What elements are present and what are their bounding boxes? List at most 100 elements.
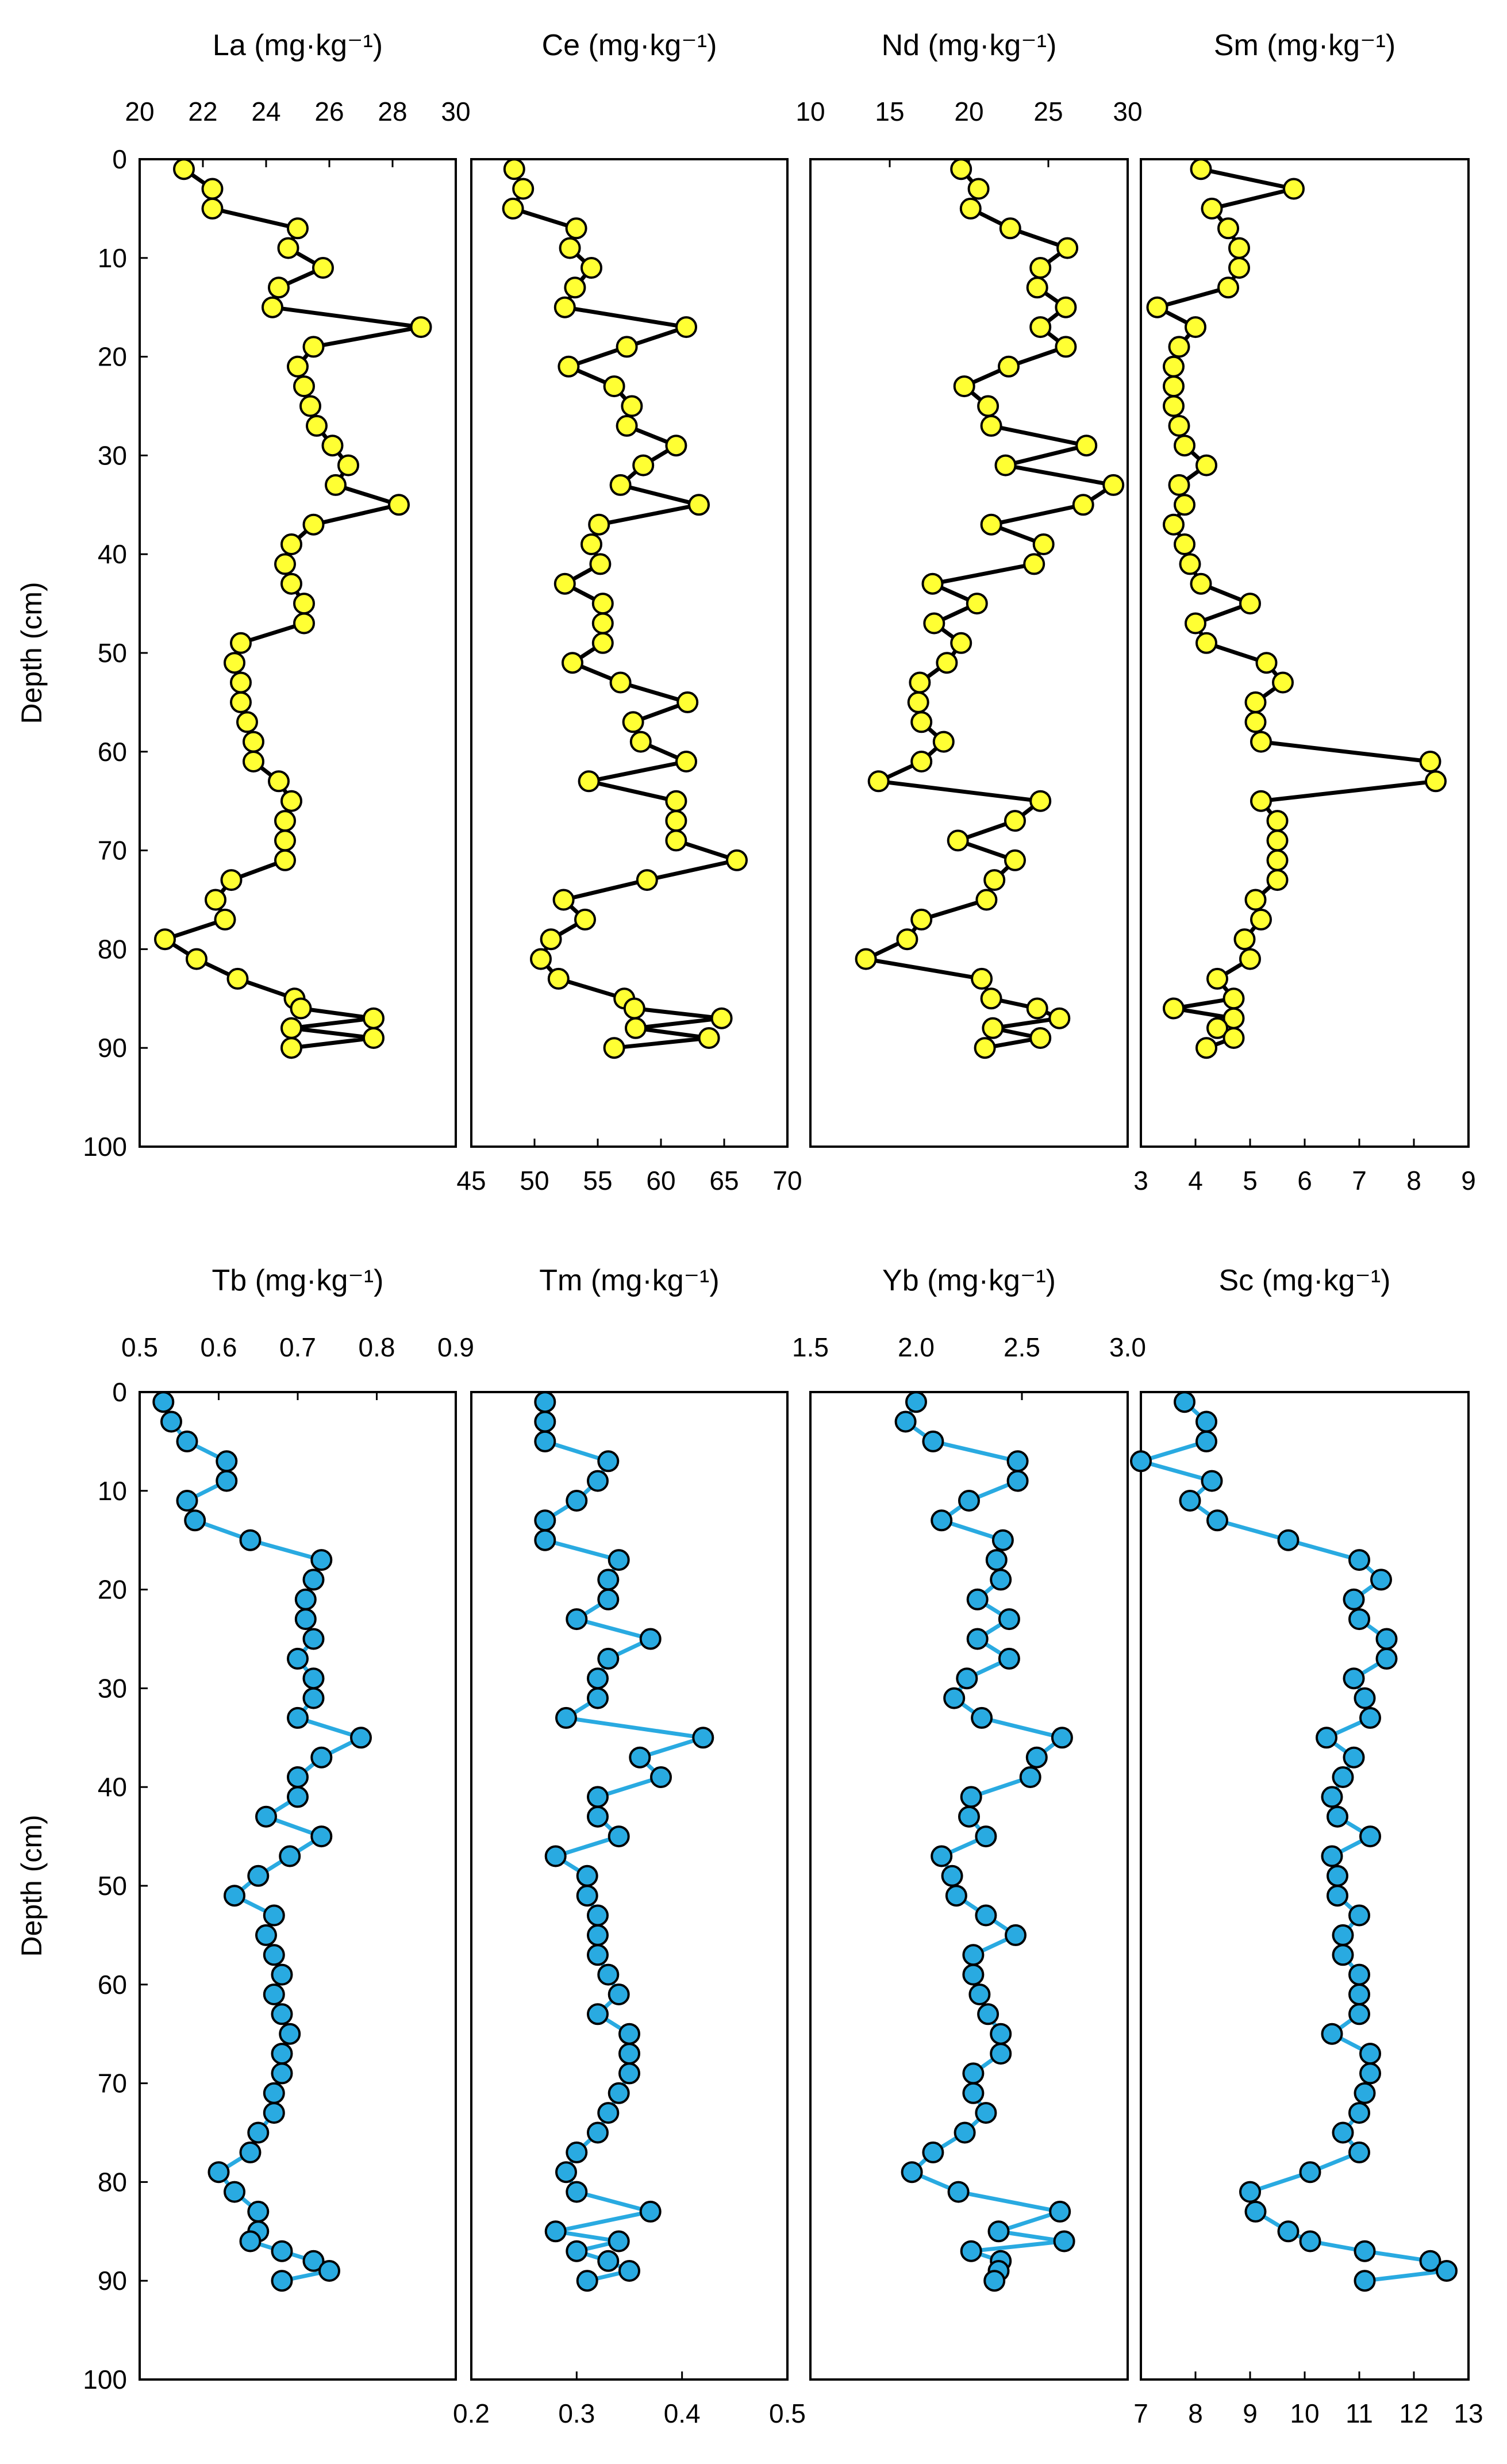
data-point	[1163, 375, 1185, 398]
data-point	[588, 513, 610, 536]
data-point	[977, 2003, 999, 2025]
y-tick-label: 60	[98, 737, 127, 767]
data-point	[247, 2200, 270, 2223]
data-point	[1354, 2270, 1376, 2292]
data-point	[932, 731, 955, 753]
data-point	[1436, 2260, 1458, 2282]
data-point	[1004, 849, 1026, 871]
data-point	[306, 414, 328, 437]
data-point	[1163, 395, 1185, 417]
data-point	[597, 2102, 620, 2124]
y-tick-label: 80	[98, 2167, 127, 2197]
data-point	[959, 197, 982, 220]
data-point	[271, 2062, 293, 2085]
data-point	[263, 1983, 285, 2005]
data-point	[608, 1549, 630, 1571]
data-point	[1075, 435, 1098, 457]
x-tick-label: 0.5	[769, 2398, 806, 2428]
data-point	[363, 1007, 385, 1029]
data-point	[547, 967, 570, 990]
data-point	[1029, 257, 1052, 279]
panel-title: Sm (mg·kg⁻¹)	[1214, 29, 1395, 62]
panel-title: Tb (mg·kg⁻¹)	[212, 1264, 384, 1297]
data-point	[558, 355, 580, 378]
data-point	[220, 869, 243, 891]
data-point	[1321, 1845, 1343, 1867]
data-point	[958, 1805, 980, 1828]
data-point	[1053, 2230, 1075, 2252]
data-point	[990, 2043, 1012, 2065]
data-point	[977, 395, 999, 417]
x-tick-label: 10	[795, 97, 825, 126]
data-point	[337, 454, 359, 476]
data-point	[205, 889, 226, 911]
y-tick-label: 60	[98, 1970, 127, 2000]
data-point	[609, 474, 632, 496]
data-point	[1201, 197, 1223, 220]
x-tick-label: 13	[1454, 2398, 1483, 2428]
data-point	[587, 1904, 609, 1927]
x-tick-label: 65	[709, 1166, 739, 1196]
data-point	[214, 908, 236, 931]
data-point	[1316, 1727, 1337, 1749]
data-point	[907, 691, 929, 713]
data-point	[201, 197, 224, 220]
data-point	[1272, 671, 1294, 694]
data-point	[239, 2230, 262, 2252]
data-point	[665, 435, 687, 457]
panel-title: Nd (mg·kg⁻¹)	[882, 29, 1057, 62]
data-point	[1419, 2250, 1441, 2272]
data-point	[1004, 810, 1026, 832]
data-point	[1025, 1746, 1048, 1769]
data-point	[616, 414, 638, 437]
x-tick-label: 24	[251, 97, 280, 126]
data-point	[350, 1727, 372, 1749]
data-point	[1174, 494, 1195, 516]
data-point	[608, 2230, 630, 2252]
data-point	[962, 1944, 985, 1966]
data-point	[287, 1647, 309, 1670]
data-point	[994, 454, 1017, 476]
data-point	[1051, 1727, 1073, 1749]
series-line	[511, 168, 739, 1050]
data-point	[958, 1490, 980, 1512]
data-point	[675, 316, 697, 339]
panel-frame	[1140, 158, 1470, 1148]
data-point	[990, 2023, 1012, 2045]
x-tick-label: 9	[1461, 1166, 1476, 1196]
y-tick-label: 30	[98, 440, 127, 470]
data-point	[947, 829, 969, 852]
y-tick-label: 10	[98, 243, 127, 273]
data-point	[243, 751, 264, 772]
data-point	[302, 1569, 325, 1591]
data-point	[1321, 1786, 1343, 1808]
data-point	[1359, 2062, 1381, 2085]
y-tick-label: 70	[98, 836, 127, 866]
data-point	[618, 2023, 640, 2045]
y-tick-label: 100	[83, 1132, 127, 1162]
x-tick-label: 8	[1188, 2398, 1203, 2428]
panel-frame	[470, 158, 789, 1148]
data-point	[1201, 1470, 1223, 1492]
data-point	[534, 1391, 556, 1413]
data-point	[1168, 336, 1190, 358]
data-point	[310, 1825, 333, 1848]
data-point	[544, 2220, 567, 2243]
data-point	[950, 158, 972, 180]
data-point	[710, 1007, 733, 1029]
data-point	[1179, 553, 1201, 575]
panel-tm: Tm (mg·kg⁻¹) 0.2 0.3 0.4 0.5	[453, 1264, 806, 2428]
data-point	[1332, 1924, 1354, 1946]
data-point	[1179, 1490, 1201, 1512]
data-point	[639, 1628, 662, 1650]
data-point	[587, 1687, 609, 1709]
x-tick-label: 22	[188, 97, 217, 126]
data-point	[310, 1746, 333, 1769]
data-point	[318, 2260, 340, 2282]
data-point	[279, 2023, 301, 2045]
data-point	[186, 948, 207, 970]
data-point	[293, 593, 315, 615]
panel-frame	[470, 1391, 789, 2381]
data-point	[201, 178, 224, 200]
data-point	[262, 296, 283, 318]
